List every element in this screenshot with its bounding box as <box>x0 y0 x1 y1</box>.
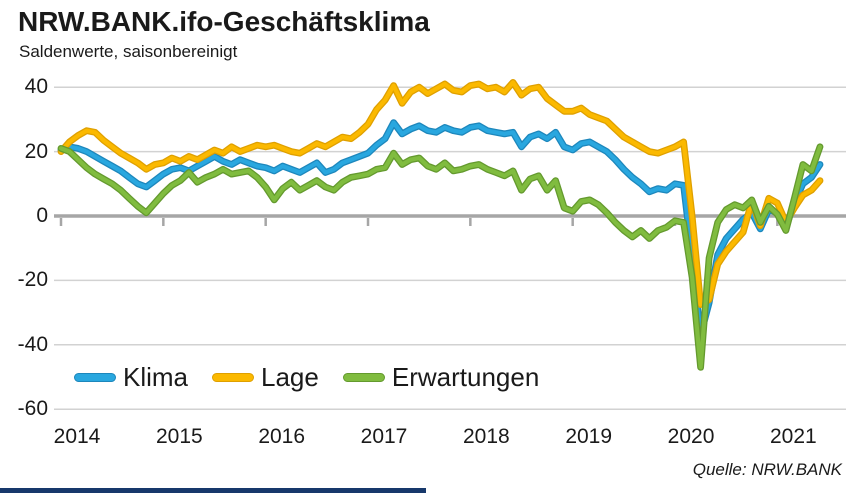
x-axis-label: 2014 <box>53 425 101 448</box>
chart-subtitle: Saldenwerte, saisonbereinigt <box>19 42 238 61</box>
series-line-erwartungen <box>57 143 824 371</box>
series-line-lage <box>58 80 823 307</box>
legend-label-klima: Klima <box>123 362 189 392</box>
x-axis-label: 2018 <box>462 425 510 448</box>
legend-label-erwartungen: Erwartungen <box>391 362 540 392</box>
legend-item-lage: Lage <box>212 362 319 393</box>
y-axis-label: 40 <box>24 75 48 99</box>
x-axis-label: 2016 <box>258 425 306 448</box>
x-axis-label: 2019 <box>565 425 613 448</box>
series-line-erwartungen <box>58 144 823 370</box>
x-axis-label: 2017 <box>360 425 408 448</box>
y-axis-label: -60 <box>17 397 48 421</box>
source-credit: Quelle: NRW.BANK <box>692 460 842 479</box>
legend-label-lage: Lage <box>261 362 319 392</box>
x-axis-label: 2020 <box>667 425 715 448</box>
footer-accent-bar <box>0 488 426 493</box>
chart-title: NRW.BANK.ifo-Geschäftsklima <box>18 6 430 37</box>
klima-line-swatch-icon <box>74 373 116 382</box>
y-axis-label: -20 <box>17 268 48 292</box>
y-axis-label: 20 <box>24 139 48 163</box>
erwartungen-line-swatch-icon <box>342 373 385 382</box>
legend-item-klima: Klima <box>74 362 188 393</box>
y-axis-label: -40 <box>17 332 48 356</box>
chart-legend: Klima Lage Erwartungen <box>74 362 539 393</box>
y-axis-label: 0 <box>36 204 48 227</box>
x-axis-label: 2021 <box>770 425 817 448</box>
legend-item-erwartungen: Erwartungen <box>342 362 540 393</box>
x-axis-label: 2015 <box>155 425 203 448</box>
lage-line-swatch-icon <box>212 373 255 382</box>
